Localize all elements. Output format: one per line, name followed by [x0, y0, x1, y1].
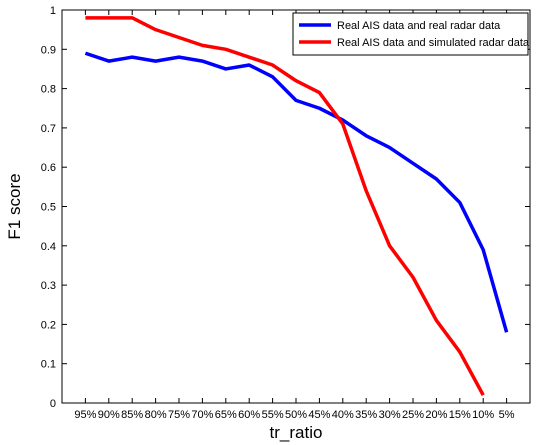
x-tick-label: 20%	[425, 409, 447, 421]
x-tick-label: 40%	[332, 409, 354, 421]
legend-label-2: Real AIS data and simulated radar data	[337, 37, 530, 49]
y-tick-label: 0	[50, 398, 56, 410]
y-tick-label: 0.9	[41, 44, 56, 56]
x-tick-label: 30%	[379, 409, 401, 421]
x-tick-label: 70%	[191, 409, 213, 421]
y-axis-title: F1 score	[5, 173, 24, 239]
legend-label-1: Real AIS data and real radar data	[337, 20, 501, 32]
x-tick-label: 15%	[449, 409, 471, 421]
y-tick-label: 0.8	[41, 84, 56, 96]
x-axis-title: tr_ratio	[270, 423, 323, 442]
x-tick-label: 90%	[98, 409, 120, 421]
x-tick-label: 80%	[145, 409, 167, 421]
x-tick-label: 75%	[168, 409, 190, 421]
x-tick-label: 35%	[355, 409, 377, 421]
y-tick-label: 0.3	[41, 280, 56, 292]
x-tick-label: 55%	[262, 409, 284, 421]
x-tick-label: 5%	[499, 409, 515, 421]
x-tick-label: 60%	[238, 409, 260, 421]
x-tick-label: 95%	[74, 409, 96, 421]
y-tick-label: 0.2	[41, 319, 56, 331]
y-tick-label: 0.7	[41, 123, 56, 135]
x-tick-label: 25%	[402, 409, 424, 421]
y-tick-label: 0.6	[41, 162, 56, 174]
x-tick-label: 65%	[215, 409, 237, 421]
y-tick-label: 1	[50, 5, 56, 17]
y-tick-label: 0.5	[41, 202, 56, 214]
y-tick-label: 0.1	[41, 359, 56, 371]
x-tick-label: 85%	[121, 409, 143, 421]
y-tick-label: 0.4	[41, 241, 56, 253]
x-tick-label: 50%	[285, 409, 307, 421]
x-tick-label: 45%	[308, 409, 330, 421]
x-tick-label: 10%	[472, 409, 494, 421]
legend: Real AIS data and real radar data Real AI…	[293, 13, 530, 55]
